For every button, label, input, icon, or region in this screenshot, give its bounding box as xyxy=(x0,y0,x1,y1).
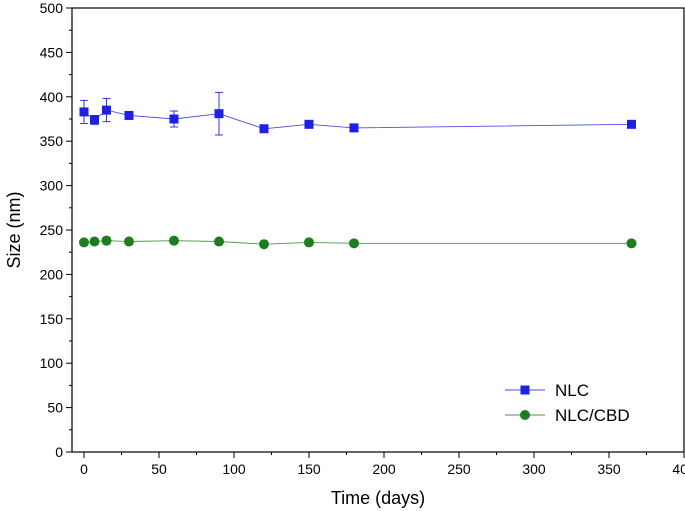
data-point xyxy=(259,124,269,134)
data-point xyxy=(304,119,314,129)
y-tick-label-0: 0 xyxy=(55,444,63,460)
series-line-nlc-cbd xyxy=(83,240,632,245)
y-tick-label-8: 400 xyxy=(40,89,64,105)
data-point xyxy=(169,114,179,124)
series-nlc-cbd xyxy=(79,235,637,250)
data-point xyxy=(89,236,100,247)
data-point xyxy=(124,110,134,120)
series-line-nlc xyxy=(83,109,632,130)
data-point xyxy=(169,235,179,246)
data-point xyxy=(214,109,224,119)
data-point xyxy=(90,115,99,125)
data-point xyxy=(259,239,269,250)
series-nlc xyxy=(79,91,636,136)
x-tick-label-3: 150 xyxy=(297,461,321,477)
data-point xyxy=(79,237,89,248)
y-tick-label-3: 150 xyxy=(40,311,64,327)
data-point xyxy=(102,105,111,115)
legend-label: NLC xyxy=(555,381,589,400)
x-tick-label-2: 100 xyxy=(222,461,246,477)
series-layer xyxy=(79,91,637,250)
legend-item-nlc-cbd: NLC/CBD xyxy=(505,406,630,425)
legend: NLC NLC/CBD xyxy=(505,381,630,425)
data-point xyxy=(304,237,314,248)
data-point xyxy=(214,236,224,247)
y-tick-label-10: 500 xyxy=(40,0,64,16)
data-point xyxy=(124,236,134,247)
data-point xyxy=(627,119,636,129)
x-tick-label-5: 250 xyxy=(447,461,471,477)
y-tick-label-9: 450 xyxy=(40,44,64,60)
axis-ticks: 0 50 100 150 200 250 300 350 400 0 50 100 150 200 250 3… xyxy=(40,0,685,477)
y-tick-label-5: 250 xyxy=(40,222,64,238)
x-tick-label-4: 200 xyxy=(372,461,396,477)
legend-label: NLC/CBD xyxy=(555,406,630,425)
legend-marker xyxy=(520,385,530,395)
x-tick-label-0: 0 xyxy=(80,461,88,477)
y-tick-label-6: 300 xyxy=(40,178,64,194)
data-point xyxy=(349,238,359,249)
y-tick-label-2: 100 xyxy=(40,355,64,371)
y-tick-label-7: 350 xyxy=(40,133,64,149)
data-point xyxy=(349,123,359,133)
y-tick-label-4: 200 xyxy=(40,266,64,282)
x-tick-label-8: 400 xyxy=(672,461,685,477)
plot-area xyxy=(71,7,685,453)
data-point xyxy=(626,238,637,249)
x-tick-label-1: 50 xyxy=(151,461,167,477)
y-axis-title: Size (nm) xyxy=(4,191,24,268)
legend-item-nlc: NLC xyxy=(505,381,589,400)
data-point xyxy=(79,107,89,117)
x-tick-label-7: 350 xyxy=(597,461,621,477)
legend-marker xyxy=(520,410,530,420)
y-tick-label-1: 50 xyxy=(47,400,63,416)
x-tick-label-6: 300 xyxy=(522,461,546,477)
data-point xyxy=(101,235,112,246)
x-axis-title: Time (days) xyxy=(331,488,425,508)
